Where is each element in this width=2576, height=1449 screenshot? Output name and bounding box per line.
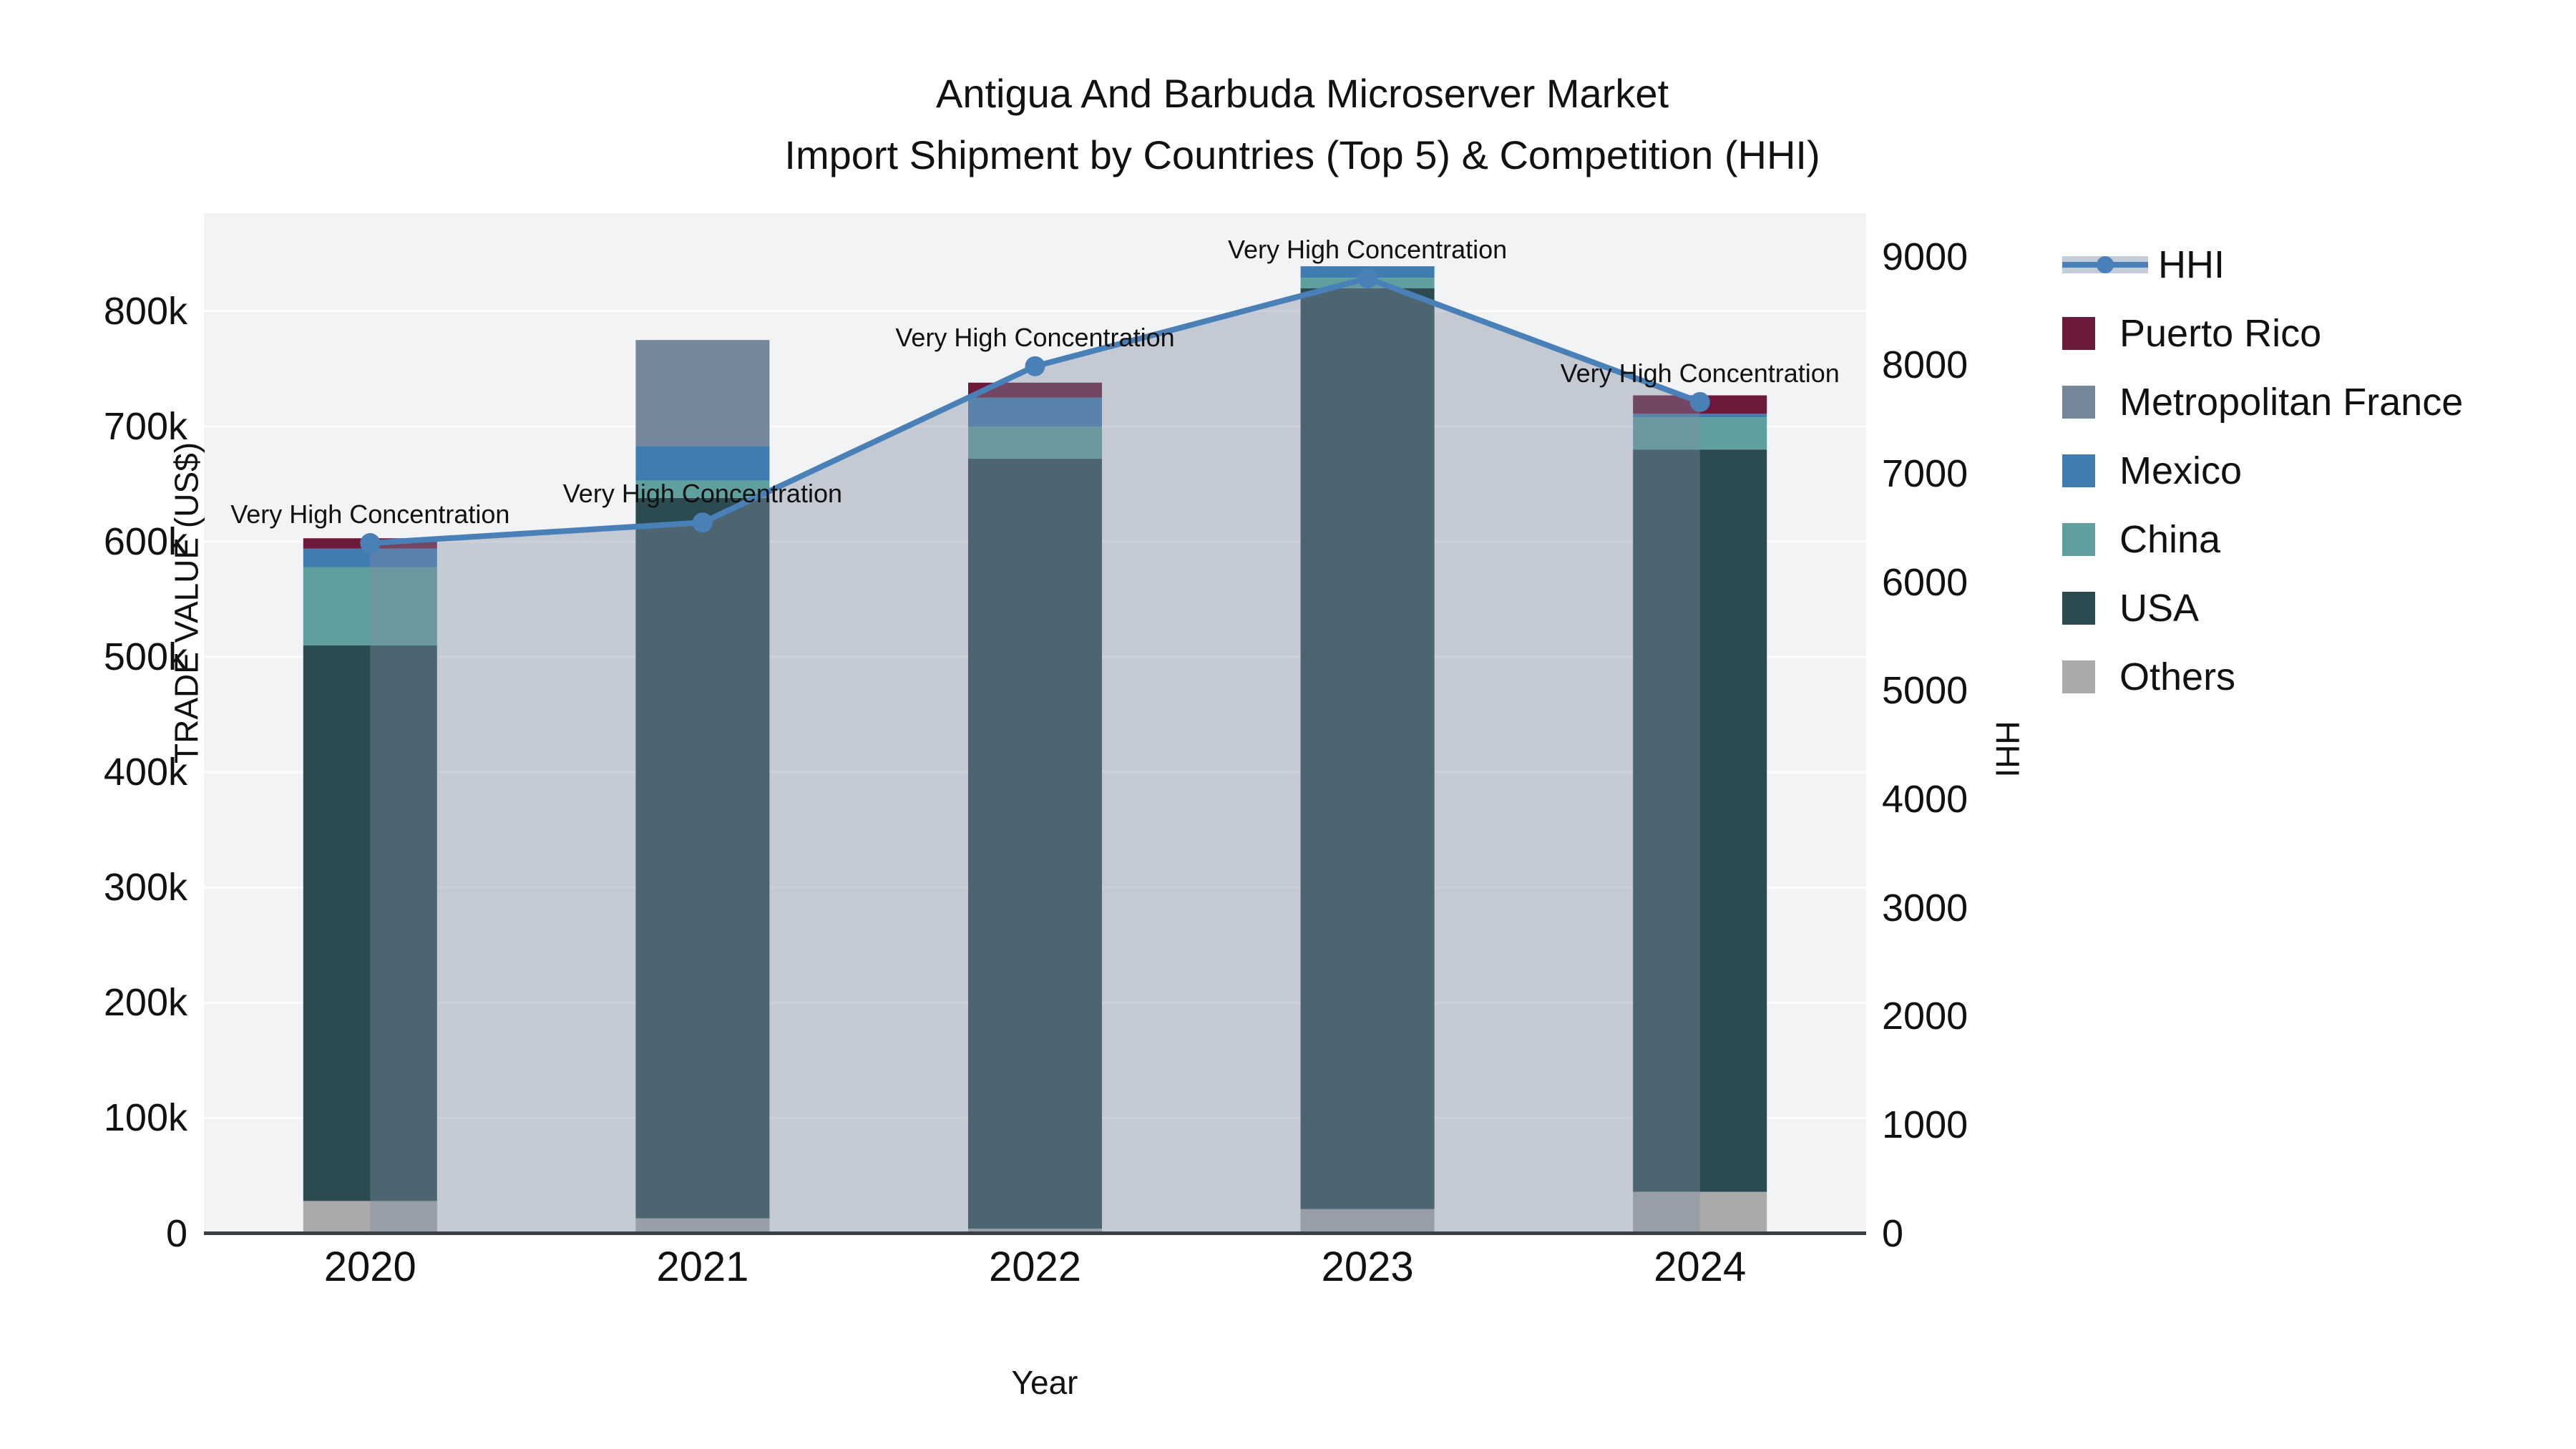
legend-label: USA: [2119, 587, 2200, 630]
bar-segment-usa-2021: [635, 497, 770, 1219]
y-right-tick-7000: 7000: [1882, 452, 1968, 495]
x-tick-2021: 2021: [656, 1244, 749, 1290]
legend-label: Others: [2119, 655, 2236, 698]
y-left-tick-500k: 500k: [103, 635, 187, 679]
y-right-tick-4000: 4000: [1882, 777, 1968, 821]
hhi-marker-2020: [360, 533, 381, 554]
y-left-tick-100k: 100k: [103, 1096, 187, 1140]
hhi-line-symbol: [2062, 248, 2148, 281]
y-left-tick-300k: 300k: [103, 866, 187, 909]
legend-item-metropolitan-france[interactable]: Metropolitan France: [2062, 368, 2463, 436]
bar-segment-mexico-2022: [968, 397, 1102, 426]
y-right-tick-6000: 6000: [1882, 560, 1968, 604]
legend-item-china[interactable]: China: [2062, 505, 2463, 574]
x-tick-2022: 2022: [988, 1244, 1082, 1290]
legend-swatch-china: [2062, 523, 2095, 556]
legend-label: HHI: [2158, 243, 2225, 286]
annotation-2020: Very High Concentration: [230, 499, 510, 529]
bar-segment-mexico-2021: [635, 446, 770, 481]
bar-segment-usa-2022: [968, 459, 1102, 1229]
y-left-tick-400k: 400k: [103, 751, 187, 794]
y-right-tick-9000: 9000: [1882, 235, 1968, 278]
annotation-2023: Very High Concentration: [1227, 234, 1508, 264]
legend-swatch-usa: [2062, 592, 2095, 625]
hhi-marker-2021: [692, 512, 713, 533]
hhi-marker-2024: [1689, 391, 1710, 412]
hhi-marker-2022: [1025, 356, 1045, 376]
legend-swatch-metropolitan-france: [2062, 386, 2095, 419]
chart-title-line2: Import Shipment by Countries (Top 5) & C…: [784, 132, 1820, 177]
bar-segment-usa-2024: [1633, 449, 1767, 1192]
x-axis-title: Year: [1011, 1364, 1078, 1401]
y-right-tick-1000: 1000: [1882, 1103, 1968, 1146]
y-right-tick-2000: 2000: [1882, 995, 1968, 1038]
legend-label: Puerto Rico: [2119, 312, 2322, 355]
legend-label: Metropolitan France: [2119, 381, 2464, 424]
bar-segment-china-2022: [968, 426, 1102, 459]
annotation-2024: Very High Concentration: [1560, 358, 1840, 388]
y-axis-title-left: TRADE VALUE (US$): [167, 441, 205, 763]
legend-swatch-puerto-rico: [2062, 317, 2095, 350]
bar-segment-china-2024: [1633, 417, 1767, 450]
legend-item-hhi[interactable]: HHI: [2062, 230, 2463, 299]
bar-segment-china-2021: [635, 480, 770, 498]
y-left-tick-700k: 700k: [103, 404, 187, 448]
legend-label: Mexico: [2119, 449, 2243, 492]
x-tick-2020: 2020: [323, 1244, 416, 1290]
bar-segment-others-2020: [303, 1201, 437, 1234]
legend-swatch-mexico: [2062, 454, 2095, 487]
bar-segment-china-2020: [303, 567, 437, 646]
y-right-tick-0: 0: [1882, 1211, 1904, 1255]
y-axis-title-right: HHI: [1989, 721, 2026, 778]
legend-item-others[interactable]: Others: [2062, 643, 2463, 711]
bar-segment-others-2022: [968, 1229, 1102, 1234]
y-left-tick-800k: 800k: [103, 289, 187, 333]
bar-segment-usa-2020: [303, 645, 437, 1201]
legend-swatch-others: [2062, 660, 2095, 693]
y-right-tick-5000: 5000: [1882, 669, 1968, 713]
annotation-2022: Very High Concentration: [895, 322, 1175, 352]
y-left-tick-600k: 600k: [103, 520, 187, 564]
x-tick-2023: 2023: [1321, 1244, 1414, 1290]
bar-segment-others-2024: [1633, 1191, 1767, 1234]
legend-item-puerto-rico[interactable]: Puerto Rico: [2062, 299, 2463, 368]
chart-title-line1: Antigua And Barbuda Microserver Market: [935, 71, 1669, 116]
bar-segment-others-2023: [1300, 1209, 1435, 1234]
annotation-2021: Very High Concentration: [562, 479, 842, 509]
x-tick-2024: 2024: [1654, 1244, 1747, 1290]
legend-item-usa[interactable]: USA: [2062, 574, 2463, 643]
bar-segment-usa-2023: [1300, 288, 1435, 1209]
bar-segment-metropolitan-france-2021: [635, 340, 770, 447]
y-left-tick-200k: 200k: [103, 981, 187, 1025]
legend: HHI Puerto Rico Metropolitan France Mexico C…: [2062, 230, 2463, 711]
bar-segment-others-2021: [635, 1218, 770, 1234]
y-right-tick-8000: 8000: [1882, 343, 1968, 387]
bar-segment-mexico-2024: [1633, 414, 1767, 418]
hhi-marker-2023: [1357, 268, 1378, 288]
legend-label: China: [2119, 518, 2221, 561]
bar-segment-puerto-rico-2022: [968, 382, 1102, 398]
hhi-area: [370, 278, 1700, 1234]
hhi-dot: [2097, 256, 2114, 273]
y-left-tick-0: 0: [165, 1211, 187, 1255]
legend-item-mexico[interactable]: Mexico: [2062, 436, 2463, 505]
y-right-tick-3000: 3000: [1882, 886, 1968, 930]
